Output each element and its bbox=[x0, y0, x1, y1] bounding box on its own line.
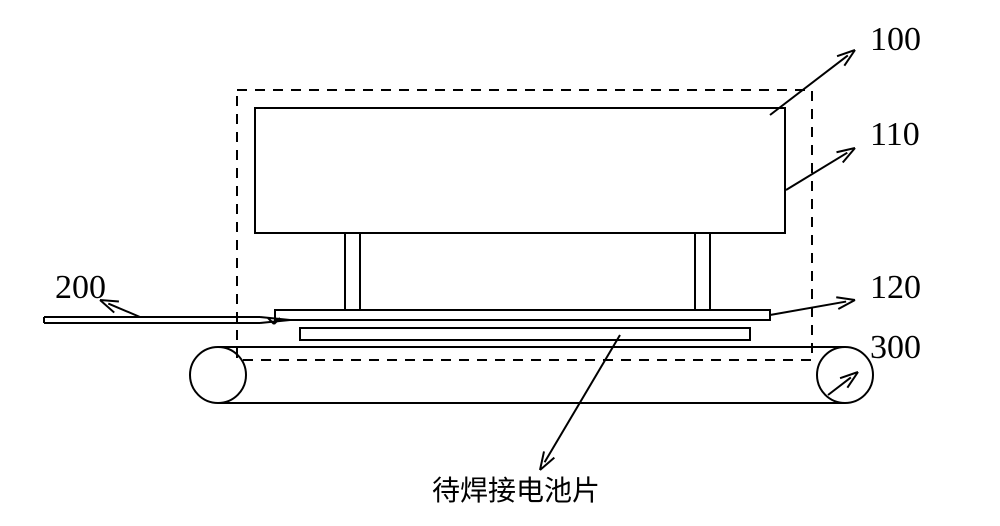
plate-120 bbox=[275, 310, 770, 320]
box-label: 110 bbox=[870, 116, 920, 153]
box-110 bbox=[255, 108, 785, 233]
probe-label: 200 bbox=[55, 269, 106, 306]
cell-label: 待焊接电池片 bbox=[432, 475, 600, 507]
plate-label: 120 bbox=[870, 269, 921, 306]
assembly-label: 100 bbox=[870, 21, 921, 58]
cell-to-weld bbox=[300, 328, 750, 340]
conveyor-label: 300 bbox=[870, 329, 921, 366]
conveyor-roller-right bbox=[817, 347, 873, 403]
